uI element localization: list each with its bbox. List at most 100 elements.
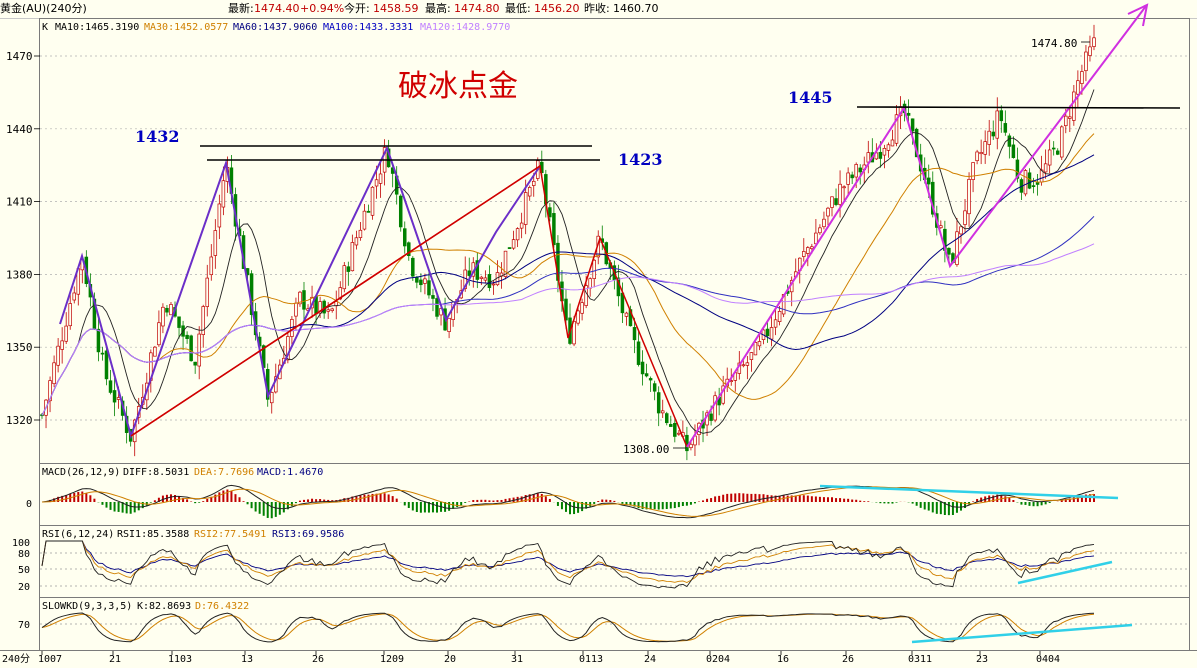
candle-down bbox=[548, 207, 552, 218]
candle-up bbox=[830, 196, 834, 208]
prev-label: 昨收: bbox=[584, 2, 610, 15]
candle-up bbox=[1080, 71, 1084, 84]
kd-d: D:76.4322 bbox=[195, 601, 249, 612]
candle-down bbox=[640, 361, 645, 375]
candle-down bbox=[366, 210, 371, 213]
candle-up bbox=[197, 333, 201, 367]
candle-down bbox=[302, 290, 306, 310]
candle-up bbox=[745, 362, 750, 366]
red-channel-line bbox=[130, 165, 541, 437]
candle-down bbox=[552, 213, 556, 246]
candle-up bbox=[515, 228, 520, 241]
candle-up bbox=[890, 139, 895, 147]
ma30-line bbox=[41, 133, 1095, 416]
candle-up bbox=[802, 251, 806, 257]
candle-up bbox=[378, 173, 383, 184]
candle-down bbox=[411, 257, 415, 277]
chart-title: 破冰点金 bbox=[398, 69, 518, 104]
rsi-tick-100: 100 bbox=[12, 538, 30, 549]
candle-up bbox=[286, 336, 290, 361]
date-tick-label: 23 bbox=[976, 654, 988, 665]
rsi-cyan-divergence bbox=[1017, 560, 1113, 585]
candle-down bbox=[926, 177, 931, 185]
ma60-line bbox=[41, 154, 1095, 416]
candle-down bbox=[398, 195, 403, 228]
candle-up bbox=[979, 152, 983, 155]
candle-up bbox=[209, 256, 214, 276]
last-label: 最新: bbox=[228, 2, 254, 15]
candle-up bbox=[161, 306, 165, 327]
candle-down bbox=[644, 373, 649, 377]
candle-down bbox=[100, 352, 105, 355]
candle-down bbox=[991, 131, 995, 137]
candle-down bbox=[834, 198, 838, 205]
candle-up bbox=[971, 162, 975, 180]
candle-down bbox=[947, 247, 951, 255]
price-pane-frame bbox=[39, 18, 1190, 464]
legend-ma10: MA10:1465.3190 bbox=[55, 22, 139, 33]
open-label: 今开: bbox=[344, 2, 370, 15]
candle-up bbox=[983, 141, 987, 155]
candle-up bbox=[987, 130, 991, 145]
date-tick-label: 0404 bbox=[1036, 654, 1060, 665]
kd-tick-70: 70 bbox=[18, 620, 30, 631]
prev-price: 1460.70 bbox=[613, 2, 659, 15]
candle-down bbox=[467, 270, 471, 276]
candle-up bbox=[886, 144, 891, 151]
candle-down bbox=[669, 424, 673, 427]
candle-down bbox=[1035, 182, 1040, 185]
candle-down bbox=[346, 266, 351, 272]
candle-up bbox=[773, 319, 778, 328]
candle-up bbox=[52, 362, 56, 385]
date-tick-label: 31 bbox=[511, 654, 523, 665]
candle-down bbox=[1003, 123, 1008, 133]
candle-up bbox=[298, 291, 302, 305]
candle-up bbox=[826, 207, 830, 217]
candle-down bbox=[656, 392, 661, 414]
candle-down bbox=[632, 327, 637, 341]
candle-down bbox=[564, 298, 568, 321]
candle-down bbox=[709, 413, 713, 421]
ma100-line bbox=[41, 215, 1095, 416]
candle-up bbox=[806, 247, 810, 254]
high-annotation: 1474.80 bbox=[1031, 37, 1077, 50]
candle-up bbox=[576, 310, 580, 324]
rsi-name: RSI(6,12,24) bbox=[42, 529, 114, 540]
candle-up bbox=[753, 342, 758, 356]
candle-up bbox=[221, 180, 226, 208]
macd-diff: DIFF:8.5031 bbox=[123, 467, 189, 478]
candle-up bbox=[1084, 51, 1088, 72]
rsi2-line bbox=[41, 540, 1095, 583]
candle-up bbox=[1064, 115, 1068, 127]
candle-down bbox=[1015, 159, 1020, 179]
date-tick-label: 16 bbox=[777, 654, 789, 665]
last-price: 1474.40 bbox=[254, 2, 300, 15]
candle-up bbox=[818, 227, 822, 234]
candle-up bbox=[519, 222, 524, 229]
candle-up bbox=[217, 203, 222, 228]
red-trend-line bbox=[130, 164, 688, 448]
high-label: 最高: bbox=[425, 2, 451, 15]
candle-up bbox=[169, 304, 173, 316]
date-tick-label: 1007 bbox=[38, 654, 62, 665]
macd-cyan-divergence bbox=[819, 484, 1119, 500]
candle-up bbox=[338, 287, 343, 300]
candle-up bbox=[882, 147, 887, 156]
candle-up bbox=[1043, 163, 1048, 173]
candle-down bbox=[507, 247, 512, 249]
candle-down bbox=[165, 307, 169, 313]
candle-up bbox=[1076, 80, 1080, 95]
candle-up bbox=[269, 392, 274, 404]
kd-k: K:82.8693 bbox=[137, 601, 191, 612]
candle-up bbox=[318, 301, 322, 314]
date-axis: 1007 21 1103 13 26 1209 20 31 0113 24 0204 16 26 0311… bbox=[38, 651, 1060, 665]
candle-down bbox=[435, 298, 439, 317]
candle-up bbox=[959, 226, 963, 235]
candle-up bbox=[64, 325, 68, 342]
candle-down bbox=[193, 361, 197, 366]
candle-up bbox=[822, 218, 826, 228]
candle-down bbox=[850, 174, 854, 179]
candle-down bbox=[1007, 135, 1012, 147]
candle-down bbox=[415, 277, 419, 283]
candle-up bbox=[975, 151, 979, 162]
